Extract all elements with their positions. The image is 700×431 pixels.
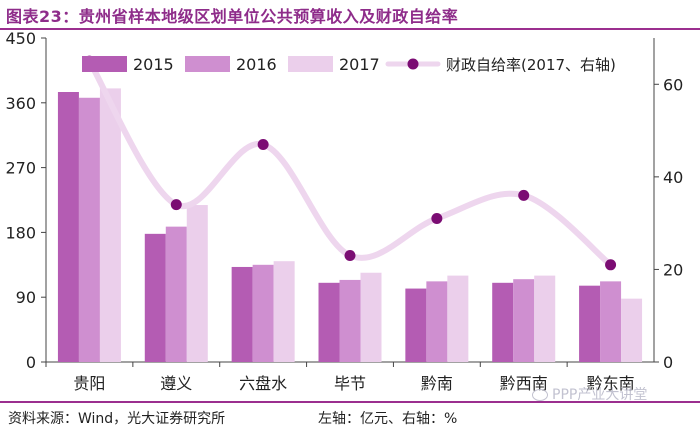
- legend-swatch-2017: [288, 56, 333, 72]
- bar-2016: [78, 97, 100, 362]
- bar-2016: [252, 264, 274, 362]
- bar-2015: [144, 233, 166, 362]
- footer: 资料来源：Wind，光大证券研究所 左轴：亿元、右轴：%: [0, 401, 700, 431]
- x-tick-label: 遵义: [160, 374, 192, 393]
- right-tick-label: 60: [663, 75, 683, 94]
- bar-2015: [57, 92, 79, 362]
- legend-swatch-2016: [185, 56, 230, 72]
- bar-2016: [600, 281, 622, 362]
- watermark: PPP产业大讲堂: [532, 384, 647, 404]
- self-sufficiency-point: [518, 189, 530, 201]
- self-sufficiency-point: [170, 199, 182, 211]
- x-tick-label: 六盘水: [239, 374, 287, 393]
- left-tick-label: 360: [5, 94, 36, 113]
- right-tick-label: 40: [663, 168, 683, 187]
- bar-2016: [513, 279, 535, 362]
- legend-line-marker: [407, 58, 419, 70]
- legend-label-2015: 2015: [133, 55, 174, 74]
- x-tick-label: 黔东南: [587, 374, 635, 393]
- bar-2017: [534, 275, 556, 362]
- bar-2017: [99, 88, 121, 363]
- self-sufficiency-point: [431, 213, 443, 225]
- legend-label-2016: 2016: [236, 55, 277, 74]
- chart: 0 90 180 270 360 450 0 20 40 60 贵阳 遵义 六盘水 毕节 黔南 黔西南 黔东南 2…: [5, 30, 683, 393]
- bar-2017: [621, 298, 643, 362]
- legend-swatch-2015: [82, 56, 127, 72]
- left-tick-label: 0: [26, 353, 36, 372]
- x-tick-label: 黔南: [421, 374, 453, 393]
- bar-2016: [165, 226, 187, 362]
- self-sufficiency-point: [605, 259, 617, 271]
- bar-2015: [231, 266, 253, 362]
- x-tick-label: 贵阳: [73, 374, 105, 393]
- bar-2016: [339, 279, 361, 362]
- left-tick-label: 450: [5, 30, 36, 48]
- bar-2015: [492, 282, 514, 362]
- bar-2017: [447, 275, 469, 362]
- left-tick-label: 180: [5, 223, 36, 242]
- bar-2017: [360, 272, 382, 362]
- self-sufficiency-point: [257, 138, 269, 150]
- left-tick-label: 270: [5, 159, 36, 178]
- legend-label-self-sufficiency: 财政自给率(2017、右轴): [446, 56, 616, 74]
- x-tick-label: 毕节: [334, 374, 366, 393]
- bar-2015: [405, 288, 427, 362]
- right-tick-label: 0: [663, 353, 673, 372]
- legend-label-2017: 2017: [339, 55, 380, 74]
- x-tick-label: 黔西南: [500, 374, 548, 393]
- bar-2015: [318, 282, 340, 362]
- bar-2016: [426, 281, 448, 362]
- bar-2017: [273, 261, 295, 362]
- right-tick-label: 20: [663, 260, 683, 279]
- title-bar: 图表23：贵州省样本地级区划单位公共预算收入及财政自给率: [0, 0, 700, 30]
- self-sufficiency-point: [344, 250, 356, 262]
- bar-2017: [186, 205, 208, 362]
- left-tick-label: 90: [16, 288, 36, 307]
- chart-title: 图表23：贵州省样本地级区划单位公共预算收入及财政自给率: [6, 7, 459, 26]
- wechat-icon: [532, 389, 548, 401]
- watermark-text: PPP产业大讲堂: [552, 387, 648, 403]
- axis-units-note: 左轴：亿元、右轴：%: [318, 411, 458, 427]
- bar-2015: [579, 285, 601, 362]
- source-note: 资料来源：Wind，光大证券研究所: [8, 411, 226, 427]
